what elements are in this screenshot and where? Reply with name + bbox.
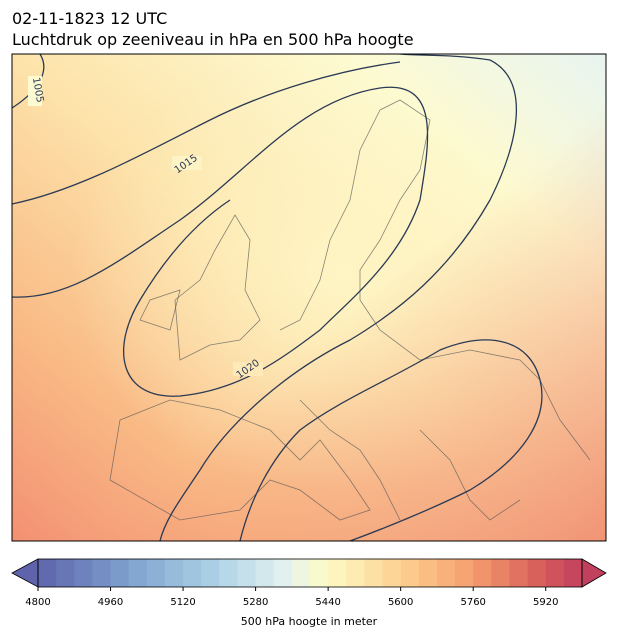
colorbar-segment: [237, 559, 257, 587]
colorbar-tick-label: 5120: [170, 597, 195, 608]
colorbar-segment: [92, 559, 112, 587]
colorbar-segment: [545, 559, 565, 587]
colorbar-tick-label: 5600: [388, 597, 413, 608]
colorbar-segment: [527, 559, 547, 587]
date-title: 02-11-1823 12 UTC: [12, 9, 167, 28]
colorbar-segment: [364, 559, 384, 587]
colorbar-segment: [346, 559, 365, 587]
colorbar-segment: [310, 559, 329, 587]
colorbar-segment: [273, 559, 293, 587]
colorbar-segment: [563, 559, 583, 587]
colorbar-segment: [328, 559, 347, 587]
colorbar-segment: [255, 559, 275, 587]
colorbar-tick-label: 4960: [98, 597, 123, 608]
colorbar-tick-label: 5760: [460, 597, 485, 608]
colorbar-segment: [382, 559, 402, 587]
colorbar-tick-label: 4800: [25, 597, 50, 608]
colorbar-tick-label: 5920: [533, 597, 558, 608]
colorbar-segment: [38, 559, 57, 587]
colorbar-segment: [146, 559, 166, 587]
colorbar-segment: [128, 559, 148, 587]
map: 1005 1015 1020: [12, 54, 606, 541]
colorbar-tick-label: 5440: [315, 597, 340, 608]
colorbar-segment: [291, 559, 311, 587]
map-title: Luchtdruk op zeeniveau in hPa en 500 hPa…: [12, 30, 414, 49]
colorbar-segment: [473, 559, 492, 587]
colorbar-extend-high: [581, 558, 607, 588]
colorbar-segment: [219, 559, 238, 587]
colorbar-segment: [201, 559, 220, 587]
colorbar-tick-label: 5280: [243, 597, 268, 608]
colorbar-segment: [56, 559, 75, 587]
isobar-label: 1005: [30, 77, 45, 104]
colorbar-segment: [74, 559, 93, 587]
colorbar-segment: [183, 559, 202, 587]
colorbar-segment: [400, 559, 420, 587]
colorbar-segment: [418, 559, 438, 587]
colorbar-segment: [491, 559, 510, 587]
colorbar-segment: [110, 559, 130, 587]
colorbar-label: 500 hPa hoogte in meter: [241, 615, 378, 628]
colorbar-segment: [455, 559, 474, 587]
colorbar-frame: [37, 558, 583, 588]
colorbar: 4800 4960 5120 5280 5440 5600 5760 5920: [11, 558, 607, 608]
map-frame: [11, 53, 607, 542]
colorbar-segment: [509, 559, 529, 587]
colorbar-segment: [164, 559, 184, 587]
colorbar-segment: [436, 559, 456, 587]
colorbar-extend-low: [11, 558, 39, 588]
